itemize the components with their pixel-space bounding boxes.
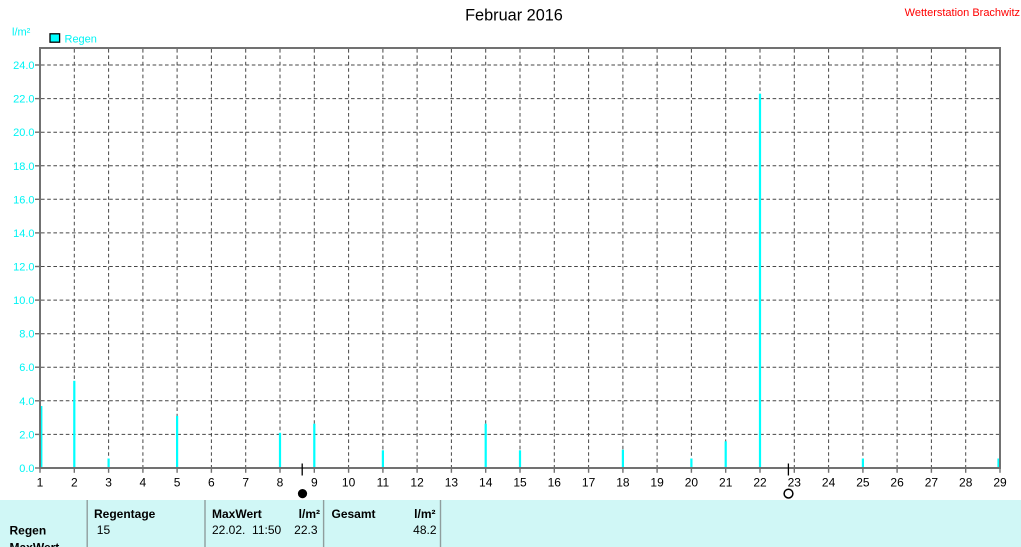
svg-text:6: 6 [208,476,215,490]
svg-text:8.0: 8.0 [19,329,34,341]
svg-text:Regentage: Regentage [94,507,156,521]
svg-text:10: 10 [342,476,356,490]
svg-text:22.02. 11:50: 22.02. 11:50 [212,523,281,537]
svg-text:3: 3 [105,476,112,490]
svg-text:15: 15 [513,476,527,490]
svg-text:7: 7 [242,476,249,490]
svg-text:MaxWert: MaxWert [10,541,60,547]
svg-text:28: 28 [959,476,973,490]
svg-text:29: 29 [993,476,1007,490]
svg-text:24.0: 24.0 [13,60,34,72]
svg-text:19: 19 [650,476,664,490]
svg-text:24: 24 [822,476,836,490]
svg-text:21: 21 [719,476,733,490]
svg-text:13: 13 [445,476,459,490]
svg-text:1: 1 [37,476,44,490]
svg-text:15: 15 [97,523,111,537]
svg-text:20.0: 20.0 [13,127,34,139]
svg-text:MaxWert: MaxWert [212,507,262,521]
svg-text:16.0: 16.0 [13,194,34,206]
svg-text:4.0: 4.0 [19,396,34,408]
svg-text:10.0: 10.0 [13,295,34,307]
svg-text:18: 18 [616,476,630,490]
svg-text:12.0: 12.0 [13,262,34,274]
svg-text:Gesamt: Gesamt [332,507,376,521]
svg-text:18.0: 18.0 [13,161,34,173]
svg-text:l/m²: l/m² [12,27,31,39]
svg-text:11: 11 [377,476,390,490]
svg-text:16: 16 [548,476,562,490]
svg-text:9: 9 [311,476,318,490]
svg-text:20: 20 [685,476,699,490]
svg-text:Regen: Regen [10,523,47,537]
svg-text:22.0: 22.0 [13,94,34,106]
svg-text:5: 5 [174,476,181,490]
svg-text:17: 17 [582,476,596,490]
svg-text:Wetterstation Brachwitz: Wetterstation Brachwitz [905,7,1020,19]
svg-text:2: 2 [71,476,78,490]
svg-text:27: 27 [925,476,939,490]
svg-text:22: 22 [753,476,767,490]
svg-text:25: 25 [856,476,870,490]
svg-text:26: 26 [890,476,904,490]
svg-text:48.2: 48.2 [413,523,437,537]
svg-text:8: 8 [277,476,284,490]
svg-text:22.3: 22.3 [294,523,318,537]
svg-text:23: 23 [788,476,802,490]
svg-text:0.0: 0.0 [19,463,34,475]
svg-text:14.0: 14.0 [13,228,34,240]
svg-text:6.0: 6.0 [19,362,34,374]
svg-text:l/m²: l/m² [299,507,320,521]
svg-text:4: 4 [140,476,147,490]
svg-text:Februar 2016: Februar 2016 [465,7,563,25]
svg-text:l/m²: l/m² [414,507,435,521]
svg-text:12: 12 [410,476,424,490]
svg-text:14: 14 [479,476,493,490]
svg-text:Regen: Regen [65,34,97,46]
svg-text:2.0: 2.0 [19,429,34,441]
